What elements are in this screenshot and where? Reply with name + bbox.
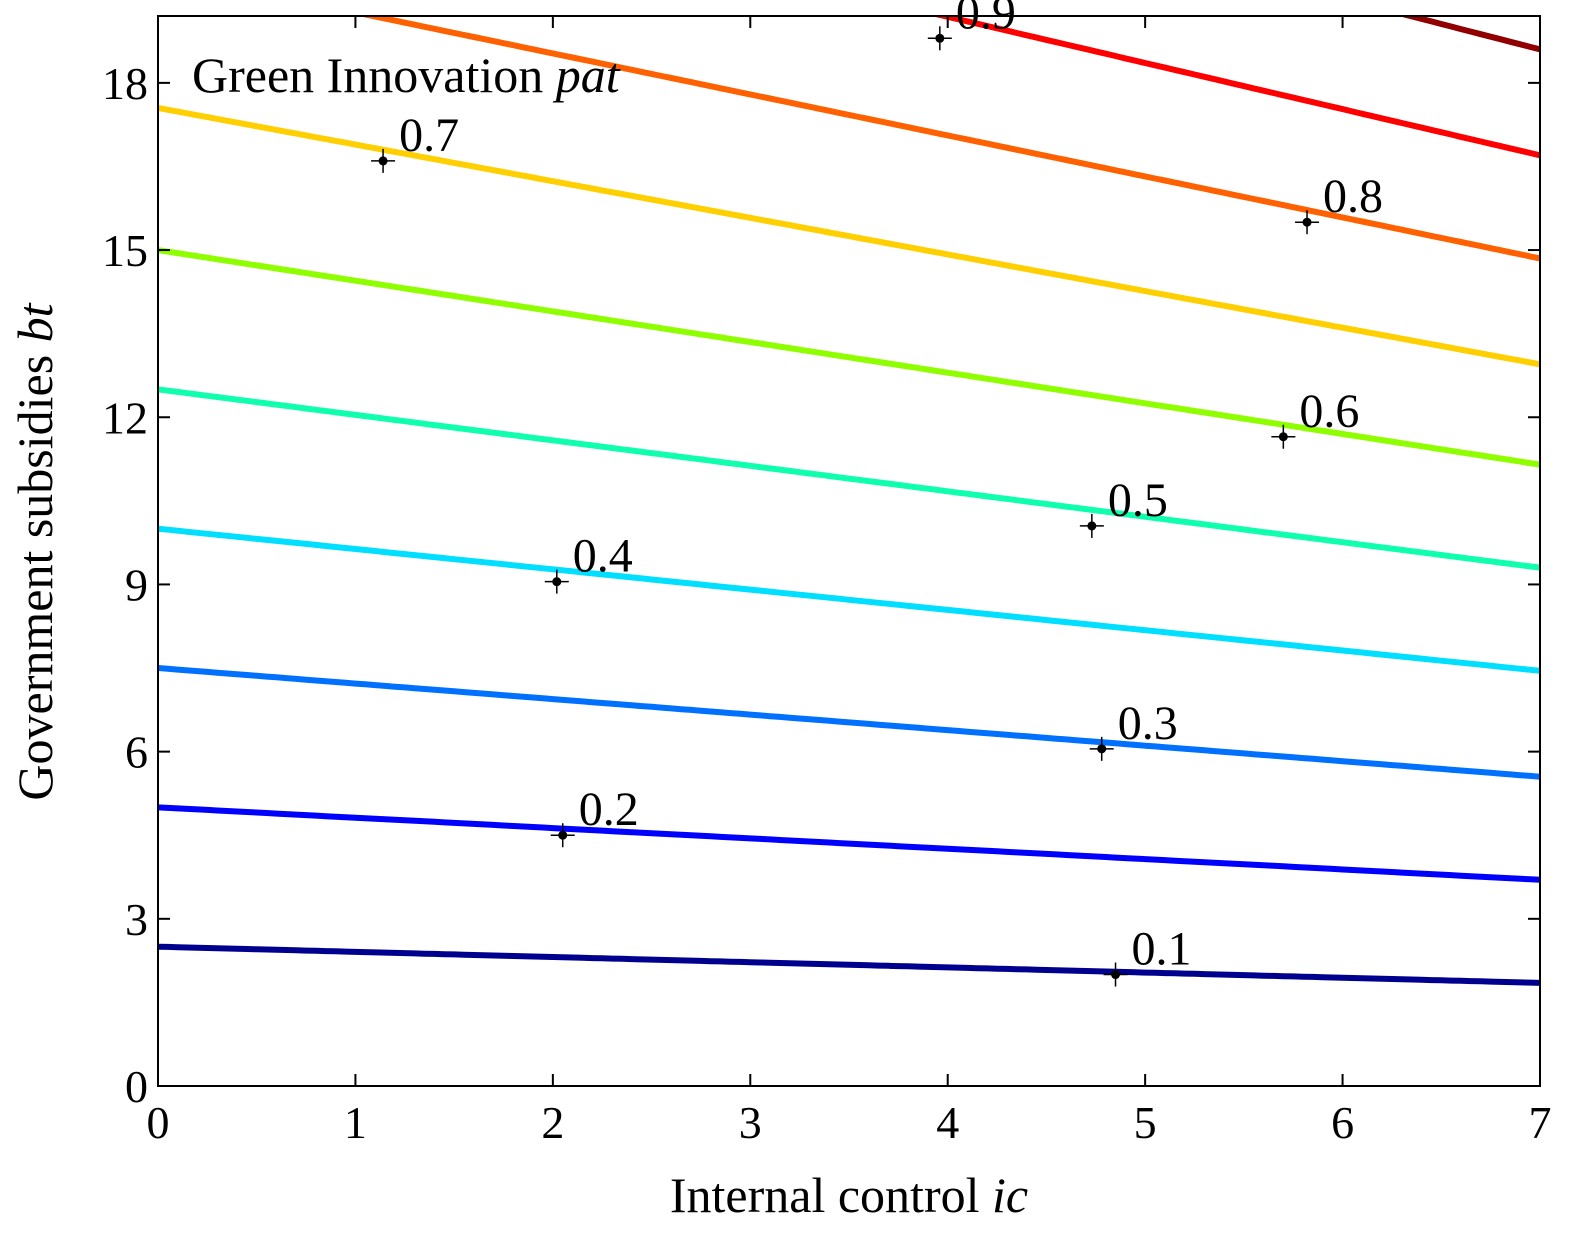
label-marker-dot bbox=[1111, 970, 1121, 980]
label-marker-dot bbox=[935, 33, 945, 43]
label-marker-dot bbox=[552, 577, 562, 587]
contour-label-0.9: 0.9 bbox=[956, 0, 1016, 39]
y-axis-title: Government subsidies bt bbox=[7, 302, 63, 800]
x-tick-label: 6 bbox=[1331, 1097, 1354, 1148]
contour-line-0.1 bbox=[158, 943, 1540, 986]
contour-label-0.3: 0.3 bbox=[1118, 697, 1178, 750]
contour-line-0.6 bbox=[158, 247, 1540, 468]
contour-line-0.5 bbox=[158, 386, 1540, 571]
contour-line-0.8 bbox=[357, 16, 1540, 262]
label-marker-dot bbox=[558, 830, 568, 840]
plot-frame bbox=[157, 15, 1541, 1087]
x-axis-title: Internal control ic bbox=[670, 1167, 1028, 1223]
contour-level-labels: 0.1 0.2 0.3 0.4 0.5 0.6 0.7 0.8 0.9 bbox=[399, 0, 1383, 976]
y-tick-label: 9 bbox=[125, 559, 148, 610]
contour-label-0.2: 0.2 bbox=[579, 783, 639, 836]
y-tick-label: 0 bbox=[125, 1061, 148, 1112]
contour-line-0.7 bbox=[158, 105, 1540, 368]
contour-line-0.2 bbox=[158, 804, 1540, 883]
label-marker-dot bbox=[1278, 432, 1288, 442]
y-tick-label: 15 bbox=[102, 225, 148, 276]
label-marker-dot bbox=[1087, 521, 1097, 531]
y-tick-label: 3 bbox=[125, 894, 148, 945]
contour-label-0.4: 0.4 bbox=[573, 530, 633, 583]
contour-lines bbox=[158, 16, 1540, 986]
contour-label-0.7: 0.7 bbox=[399, 109, 459, 162]
contour-line-0.3 bbox=[158, 665, 1540, 780]
label-marker-dot bbox=[1097, 744, 1107, 754]
label-marker-dot bbox=[378, 156, 388, 166]
contour-label-0.8: 0.8 bbox=[1323, 170, 1383, 223]
contour-label-0.6: 0.6 bbox=[1299, 385, 1359, 438]
x-tick-label: 3 bbox=[739, 1097, 762, 1148]
chart-title: Green Innovation pat bbox=[192, 47, 621, 103]
y-tick-label: 6 bbox=[125, 727, 148, 778]
contour-line-0.9 bbox=[931, 16, 1540, 159]
y-tick-label: 12 bbox=[102, 392, 148, 443]
contour-line-1 bbox=[1398, 16, 1540, 53]
x-tick-label: 7 bbox=[1529, 1097, 1552, 1148]
x-tick-label: 2 bbox=[541, 1097, 564, 1148]
contour-label-markers bbox=[371, 26, 1320, 987]
x-tick-label: 4 bbox=[936, 1097, 959, 1148]
x-tick-label: 5 bbox=[1134, 1097, 1157, 1148]
y-tick-label: 18 bbox=[102, 58, 148, 109]
contour-label-0.5: 0.5 bbox=[1108, 474, 1168, 527]
x-tick-label: 0 bbox=[147, 1097, 170, 1148]
label-marker-dot bbox=[1302, 217, 1312, 227]
contour-line-0.4 bbox=[158, 525, 1540, 674]
x-tick-label: 1 bbox=[344, 1097, 367, 1148]
contour-label-0.1: 0.1 bbox=[1132, 923, 1192, 976]
